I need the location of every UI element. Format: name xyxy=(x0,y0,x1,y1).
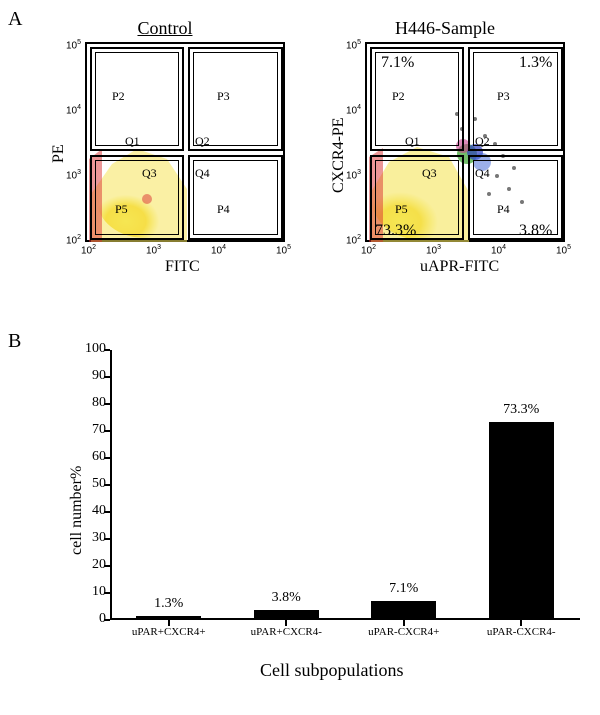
xtick-mark xyxy=(520,620,522,626)
ytick-mark xyxy=(104,484,110,486)
label-q3: Q3 xyxy=(422,166,437,181)
ytick: 80 xyxy=(78,395,106,411)
label-q4: Q4 xyxy=(475,166,490,181)
tick: 104 xyxy=(66,104,81,116)
bar-pct: 3.8% xyxy=(244,590,329,606)
bar-pct: 7.1% xyxy=(361,581,446,597)
ytick-mark xyxy=(104,538,110,540)
category-label: uPAR+CXCR4- xyxy=(228,626,346,638)
ytick: 70 xyxy=(78,422,106,438)
ytick-mark xyxy=(104,565,110,567)
tick: 105 xyxy=(276,244,291,256)
ytick: 20 xyxy=(78,557,106,573)
control-ylabel: PE xyxy=(50,144,68,163)
ytick: 100 xyxy=(78,341,106,357)
tick: 104 xyxy=(491,244,506,256)
label-p4: P4 xyxy=(497,202,510,217)
label-q2: Q2 xyxy=(195,134,210,149)
tick: 103 xyxy=(66,169,81,181)
bar xyxy=(371,601,436,620)
ytick: 90 xyxy=(78,368,106,384)
pct-ll: 73.3% xyxy=(375,222,416,240)
facs-sample: H446-Sample xyxy=(310,18,580,298)
facs-row: Control xyxy=(0,18,600,318)
xtick-mark xyxy=(403,620,405,626)
bar-chart: cell number% Cell subpopulations 0102030… xyxy=(50,340,590,700)
ytick-mark xyxy=(104,430,110,432)
ytick: 50 xyxy=(78,476,106,492)
tick: 103 xyxy=(146,244,161,256)
bar xyxy=(489,422,554,620)
ytick-mark xyxy=(104,619,110,621)
ytick: 0 xyxy=(78,611,106,627)
bar xyxy=(254,610,319,620)
control-xlabel: FITC xyxy=(165,258,200,276)
tick: 102 xyxy=(346,234,361,246)
xtick-mark xyxy=(285,620,287,626)
label-q1: Q1 xyxy=(405,134,420,149)
tick: 103 xyxy=(426,244,441,256)
category-label: uPAR-CXCR4+ xyxy=(345,626,463,638)
sample-ylabel: CXCR4-PE xyxy=(330,117,348,193)
bar-pct: 1.3% xyxy=(126,596,211,612)
ytick: 10 xyxy=(78,584,106,600)
label-p5: P5 xyxy=(395,202,408,217)
pct-ur: 1.3% xyxy=(519,54,552,72)
sample-title: H446-Sample xyxy=(310,18,580,39)
label-p5: P5 xyxy=(115,202,128,217)
ytick: 30 xyxy=(78,530,106,546)
sample-xlabel: uAPR-FITC xyxy=(420,258,499,276)
tick: 104 xyxy=(346,104,361,116)
pct-lr: 3.8% xyxy=(519,222,552,240)
tick: 105 xyxy=(66,39,81,51)
ytick-mark xyxy=(104,349,110,351)
panel-b-label: B xyxy=(8,330,21,353)
label-q4: Q4 xyxy=(195,166,210,181)
chart-xlabel: Cell subpopulations xyxy=(260,660,404,681)
tick: 102 xyxy=(66,234,81,246)
ytick: 40 xyxy=(78,503,106,519)
ytick-mark xyxy=(104,457,110,459)
tick: 104 xyxy=(211,244,226,256)
control-plot: P2 P3 Q1 Q2 Q3 Q4 P5 P4 xyxy=(85,42,285,242)
sample-plot: P2 P3 Q1 Q2 Q3 Q4 P5 P4 7.1% 1.3% 73.3% … xyxy=(365,42,565,242)
control-title: Control xyxy=(30,18,300,39)
facs-control: Control xyxy=(30,18,300,298)
ytick-mark xyxy=(104,403,110,405)
tick: 105 xyxy=(346,39,361,51)
pct-ul: 7.1% xyxy=(381,54,414,72)
bar-pct: 73.3% xyxy=(479,402,564,418)
tick: 102 xyxy=(361,244,376,256)
label-p2: P2 xyxy=(392,89,405,104)
label-p3: P3 xyxy=(497,89,510,104)
ytick: 60 xyxy=(78,449,106,465)
ytick-mark xyxy=(104,592,110,594)
label-q1: Q1 xyxy=(125,134,140,149)
ytick-mark xyxy=(104,511,110,513)
tick: 105 xyxy=(556,244,571,256)
category-label: uPAR+CXCR4+ xyxy=(110,626,228,638)
gate-p5 xyxy=(90,155,184,240)
label-p2: P2 xyxy=(112,89,125,104)
ytick-mark xyxy=(104,376,110,378)
label-q2: Q2 xyxy=(475,134,490,149)
xtick-mark xyxy=(168,620,170,626)
label-p3: P3 xyxy=(217,89,230,104)
tick: 102 xyxy=(81,244,96,256)
tick: 103 xyxy=(346,169,361,181)
label-p4: P4 xyxy=(217,202,230,217)
category-label: uPAR-CXCR4- xyxy=(463,626,581,638)
label-q3: Q3 xyxy=(142,166,157,181)
